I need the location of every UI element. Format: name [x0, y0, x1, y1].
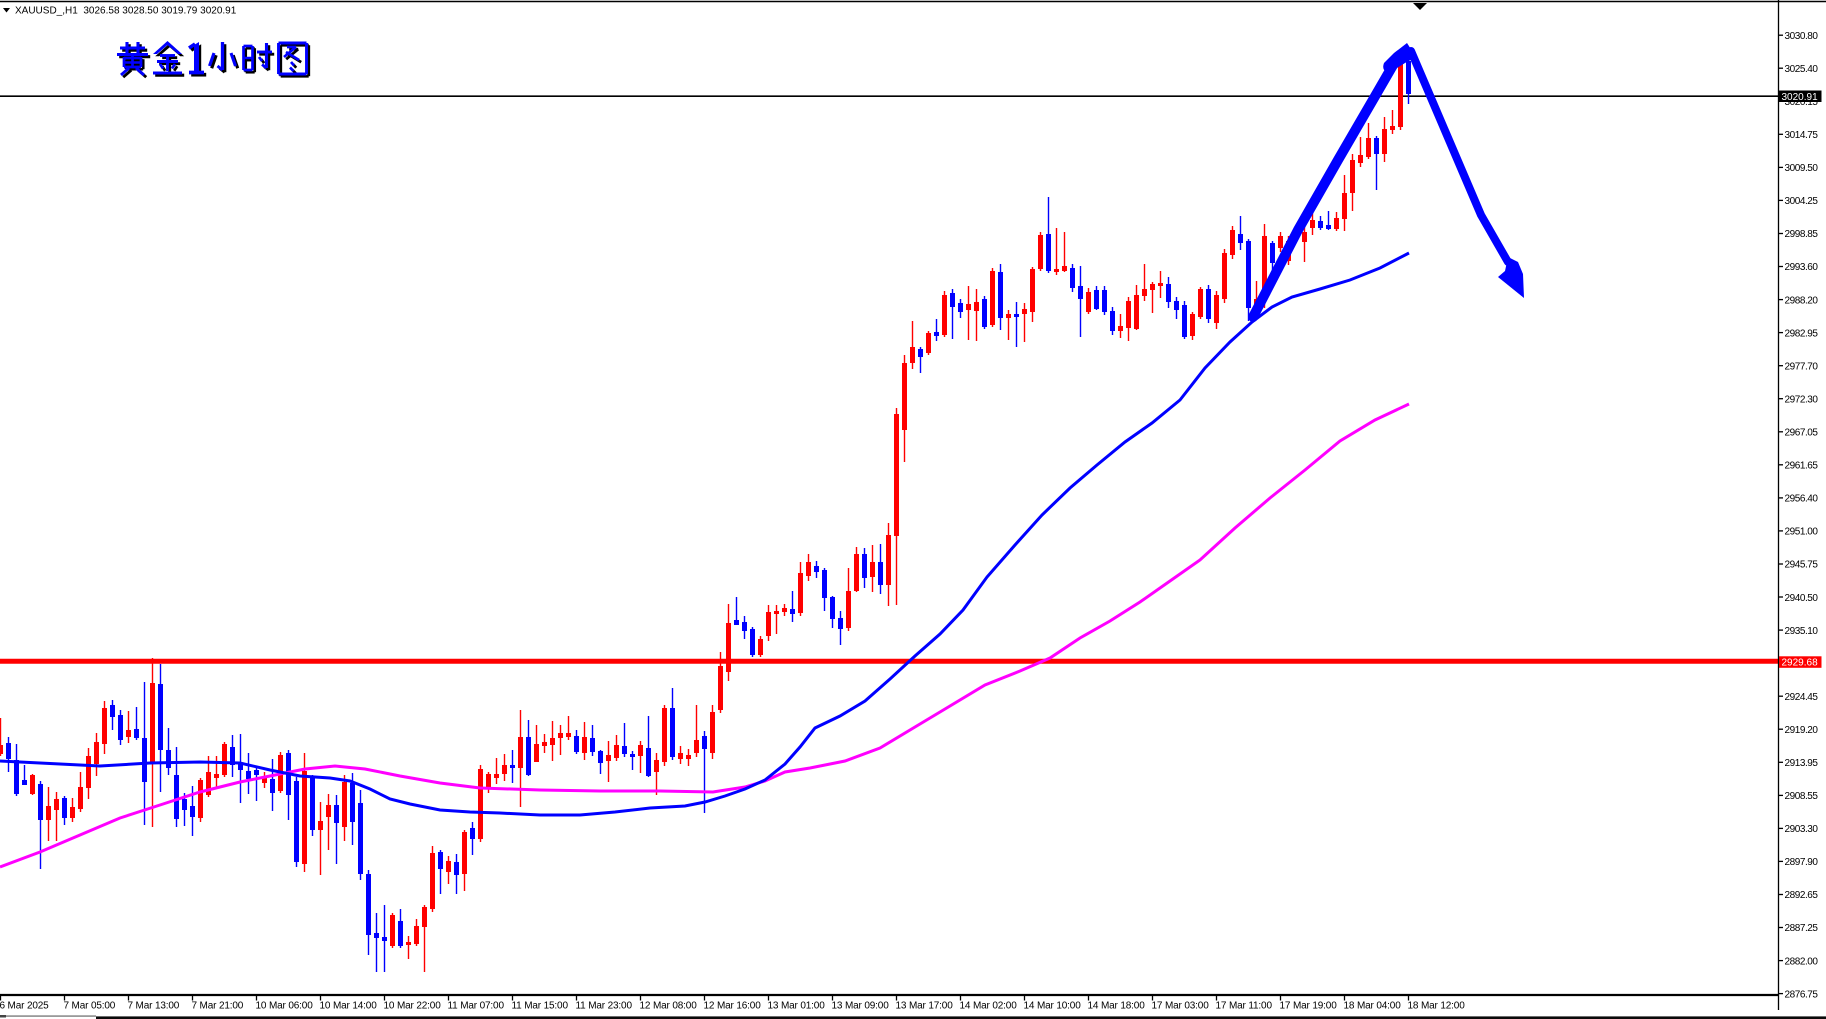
svg-text:2919.20: 2919.20 — [1785, 725, 1819, 736]
svg-text:2998.85: 2998.85 — [1785, 229, 1819, 240]
svg-text:17 Mar 19:00: 17 Mar 19:00 — [1280, 1001, 1338, 1012]
svg-text:3020.15: 3020.15 — [1785, 97, 1819, 108]
svg-text:3020.91: 3020.91 — [1782, 92, 1819, 103]
svg-text:17 Mar 03:00: 17 Mar 03:00 — [1152, 1001, 1210, 1012]
svg-text:10 Mar 14:00: 10 Mar 14:00 — [320, 1001, 378, 1012]
svg-text:14 Mar 02:00: 14 Mar 02:00 — [960, 1001, 1018, 1012]
svg-text:2876.75: 2876.75 — [1785, 989, 1819, 1000]
svg-text:2945.75: 2945.75 — [1785, 560, 1819, 571]
svg-text:12 Mar 16:00: 12 Mar 16:00 — [704, 1001, 762, 1012]
svg-text:6 Mar 2025: 6 Mar 2025 — [0, 1001, 49, 1012]
svg-text:10 Mar 22:00: 10 Mar 22:00 — [384, 1001, 442, 1012]
svg-text:2897.90: 2897.90 — [1785, 857, 1819, 868]
svg-text:2940.50: 2940.50 — [1785, 593, 1819, 604]
svg-text:2951.00: 2951.00 — [1785, 527, 1819, 538]
svg-text:3025.40: 3025.40 — [1785, 64, 1819, 75]
svg-text:2924.45: 2924.45 — [1785, 692, 1819, 703]
svg-text:2993.60: 2993.60 — [1785, 262, 1819, 273]
svg-text:10 Mar 06:00: 10 Mar 06:00 — [256, 1001, 314, 1012]
svg-text:2972.30: 2972.30 — [1785, 394, 1819, 405]
svg-text:3009.50: 3009.50 — [1785, 163, 1819, 174]
svg-text:2913.95: 2913.95 — [1785, 758, 1819, 769]
svg-text:17 Mar 11:00: 17 Mar 11:00 — [1216, 1001, 1273, 1012]
svg-text:11 Mar 23:00: 11 Mar 23:00 — [576, 1001, 633, 1012]
svg-text:2908.55: 2908.55 — [1785, 791, 1819, 802]
svg-text:XAUUSD_,H1 3026.58 3028.50 30: XAUUSD_,H1 3026.58 3028.50 3019.79 3020.… — [15, 6, 237, 17]
svg-text:13 Mar 01:00: 13 Mar 01:00 — [768, 1001, 826, 1012]
svg-text:2988.20: 2988.20 — [1785, 295, 1819, 306]
svg-text:2892.65: 2892.65 — [1785, 890, 1819, 901]
svg-text:13 Mar 09:00: 13 Mar 09:00 — [832, 1001, 890, 1012]
svg-text:13 Mar 17:00: 13 Mar 17:00 — [896, 1001, 954, 1012]
svg-text:2977.70: 2977.70 — [1785, 361, 1819, 372]
svg-text:18 Mar 12:00: 18 Mar 12:00 — [1408, 1001, 1466, 1012]
svg-text:14 Mar 18:00: 14 Mar 18:00 — [1088, 1001, 1146, 1012]
svg-text:3014.75: 3014.75 — [1785, 130, 1819, 141]
svg-text:2961.65: 2961.65 — [1785, 461, 1819, 472]
svg-text:2982.95: 2982.95 — [1785, 328, 1819, 339]
svg-text:11 Mar 15:00: 11 Mar 15:00 — [512, 1001, 569, 1012]
svg-text:2887.25: 2887.25 — [1785, 923, 1819, 934]
svg-text:3030.80: 3030.80 — [1785, 31, 1819, 42]
svg-text:7 Mar 21:00: 7 Mar 21:00 — [192, 1001, 244, 1012]
svg-text:11 Mar 07:00: 11 Mar 07:00 — [448, 1001, 505, 1012]
svg-text:3004.25: 3004.25 — [1785, 196, 1819, 207]
svg-text:7 Mar 13:00: 7 Mar 13:00 — [128, 1001, 180, 1012]
svg-text:18 Mar 04:00: 18 Mar 04:00 — [1344, 1001, 1402, 1012]
svg-text:2967.05: 2967.05 — [1785, 428, 1819, 439]
svg-text:7 Mar 05:00: 7 Mar 05:00 — [64, 1001, 116, 1012]
svg-text:2935.10: 2935.10 — [1785, 626, 1819, 637]
svg-text:2929.68: 2929.68 — [1782, 658, 1819, 669]
svg-text:2882.00: 2882.00 — [1785, 956, 1819, 967]
svg-text:2903.30: 2903.30 — [1785, 824, 1819, 835]
svg-text:12 Mar 08:00: 12 Mar 08:00 — [640, 1001, 698, 1012]
svg-text:14 Mar 10:00: 14 Mar 10:00 — [1024, 1001, 1082, 1012]
svg-text:2956.40: 2956.40 — [1785, 494, 1819, 505]
